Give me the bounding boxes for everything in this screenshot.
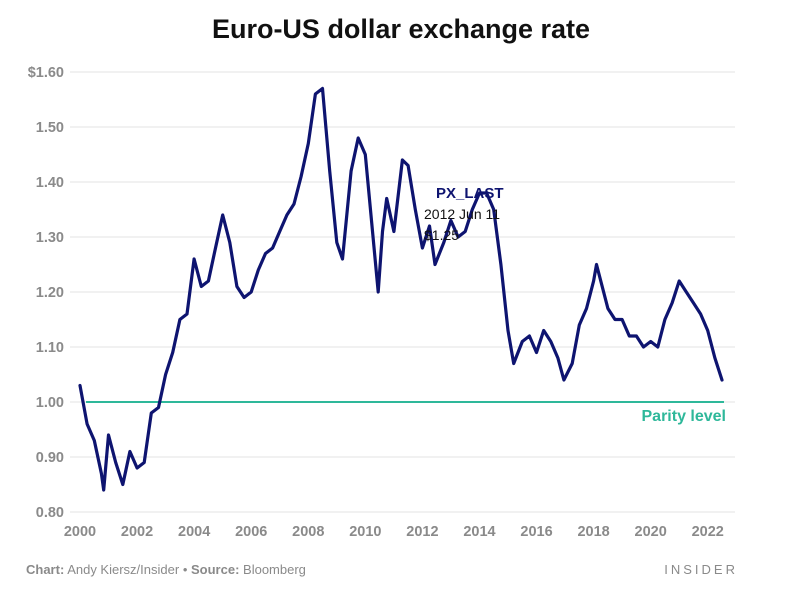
x-tick-label: 2020 [635,524,667,540]
x-tick-label: 2022 [692,524,724,540]
y-tick-label: $1.60 [28,65,64,81]
x-tick-label: 2014 [463,524,495,540]
chart-credit-value: Andy Kiersz/Insider [67,562,180,577]
insider-logo: INSIDER [664,562,738,577]
x-tick-label: 2012 [406,524,438,540]
y-tick-label: 1.30 [36,230,64,246]
tooltip-value: $1.25 [424,227,459,243]
y-tick-label: 1.10 [36,340,64,356]
parity-reference: Parity level [86,401,727,425]
y-tick-label: 1.00 [36,395,64,411]
x-axis-ticks: 2000 2002 2004 2006 2008 2010 2012 2014 2016 2018… [64,524,724,540]
y-tick-label: 0.90 [36,450,64,466]
y-tick-label: 1.20 [36,285,64,301]
tooltip-date: 2012 Jun 11 [424,206,500,222]
footer-bullet: • [182,562,188,577]
y-tick-label: 0.80 [36,505,64,521]
parity-label: Parity level [642,408,727,425]
series-line [78,86,724,492]
x-tick-label: 2010 [349,524,381,540]
series-lines [78,86,724,492]
chart-title: Euro-US dollar exchange rate [211,14,591,44]
y-tick-label: 1.40 [36,175,64,191]
source-value: Bloomberg [243,562,306,577]
y-axis-ticks: $1.60 1.50 1.40 1.30 1.20 1.10 1.00 0.90 0.80 [28,65,64,521]
x-tick-label: 2016 [520,524,552,540]
hover-tooltip: PX_LAST 2012 Jun 11 $1.25 [424,185,504,243]
gridlines [70,71,735,513]
x-tick-label: 2004 [178,524,210,540]
chart-credit: Chart: Andy Kiersz/Insider • Source: Blo… [26,562,306,577]
x-tick-label: 2002 [121,524,153,540]
x-tick-label: 2000 [64,524,96,540]
x-tick-label: 2018 [577,524,609,540]
chart-credit-label: Chart: [26,562,65,577]
source-label: Source: [191,562,240,577]
x-tick-label: 2008 [292,524,324,540]
x-tick-label: 2006 [235,524,267,540]
y-tick-label: 1.50 [36,120,64,136]
tooltip-series: PX_LAST [436,185,504,202]
